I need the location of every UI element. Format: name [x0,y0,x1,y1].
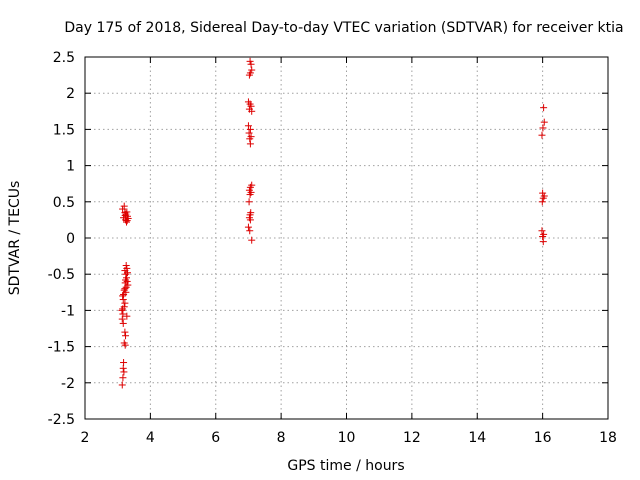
data-point-marker [123,208,131,216]
data-point-marker [246,191,254,199]
data-point-marker [118,306,126,314]
x-axis-tick-labels: 2 4 6 8 10 12 14 16 18 [81,430,617,446]
y-tick-label: -2.5 [48,412,75,428]
data-point-marker [248,107,256,115]
y-tick-label: -2 [61,376,75,392]
data-point-marker [538,227,546,235]
data-point-marker [248,66,256,74]
data-point-marker [246,227,254,235]
data-point-marker [247,60,255,68]
data-point-marker [121,328,129,336]
data-point-marker [120,202,128,210]
data-point-marker [245,129,253,137]
axis-ticks [84,56,609,420]
data-point-marker [539,194,547,202]
data-point-marker [539,233,547,241]
data-point-marker [119,364,127,372]
data-points [118,57,548,389]
data-point-marker [122,332,130,340]
data-point-marker [245,71,253,79]
data-point-marker [119,296,127,304]
data-point-marker [246,135,254,143]
x-tick-label: 16 [534,430,552,446]
y-axis-title: SDTVAR / TECUs [7,181,23,296]
y-tick-label: -1 [61,303,75,319]
y-tick-label: -1.5 [48,340,75,356]
data-point-marker [119,310,127,318]
y-axis-tick-labels: -2.5 -2 -1.5 -1 -0.5 0 0.5 1 1.5 2 2.5 [48,50,75,428]
data-point-marker [540,118,548,126]
data-point-marker [119,374,127,382]
data-point-marker [539,189,547,197]
data-point-marker [122,262,130,270]
x-axis-title: GPS time / hours [287,458,404,474]
data-point-marker [539,238,547,246]
data-point-marker [120,368,128,376]
x-tick-label: 6 [211,430,220,446]
data-point-marker [119,292,127,300]
y-tick-label: 2.5 [53,50,75,66]
x-tick-label: 12 [403,430,421,446]
data-point-marker [244,223,252,231]
data-point-marker [538,131,546,139]
data-point-marker [246,57,254,65]
data-point-marker [246,140,254,148]
y-tick-label: 1.5 [53,122,75,138]
y-tick-label: 1 [66,159,75,175]
data-point-marker [248,236,256,244]
x-tick-label: 10 [338,430,356,446]
data-point-marker [123,217,131,225]
data-point-marker [538,198,546,206]
data-point-marker [540,104,548,112]
grid-lines [85,57,608,419]
data-point-marker [123,312,131,320]
data-point-marker [246,183,254,191]
data-point-marker [123,218,131,226]
x-tick-label: 2 [81,430,90,446]
x-tick-label: 14 [468,430,486,446]
data-point-marker [121,212,129,220]
x-tick-label: 18 [599,430,617,446]
chart-title: Day 175 of 2018, Sidereal Day-to-day VTE… [64,20,623,36]
data-point-marker [247,102,255,110]
y-tick-label: 0.5 [53,195,75,211]
data-point-marker [121,299,129,307]
data-point-marker [123,269,131,277]
x-tick-label: 8 [277,430,286,446]
data-point-marker [119,205,127,213]
data-point-marker [245,198,253,206]
y-tick-label: -0.5 [48,267,75,283]
data-point-marker [119,319,127,327]
y-tick-label: 0 [66,231,75,247]
y-tick-label: 2 [66,86,75,102]
data-point-marker [244,122,252,130]
data-point-marker [539,124,547,132]
data-point-marker [118,381,126,389]
data-point-marker [246,216,254,224]
data-point-marker [118,315,126,323]
x-tick-label: 4 [146,430,155,446]
data-point-marker [121,341,129,349]
data-point-marker [246,125,254,133]
data-point-marker [121,285,129,293]
